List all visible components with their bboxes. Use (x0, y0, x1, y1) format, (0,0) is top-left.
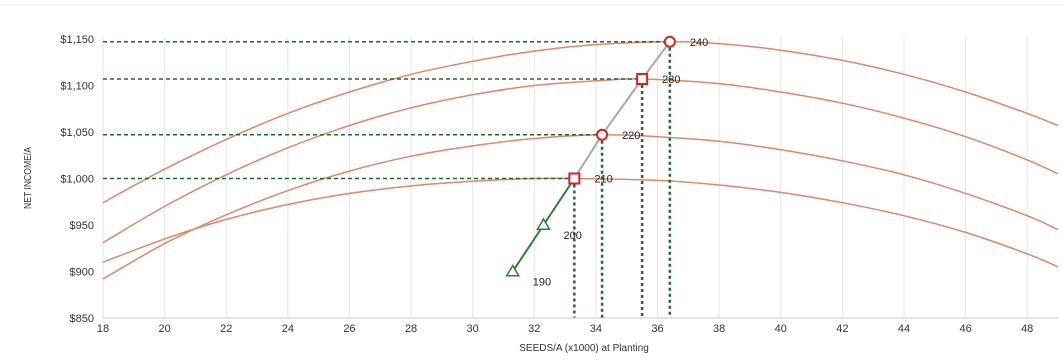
optimum-markers: 190 200 210 220 230 240 (505, 35, 708, 289)
x-tick-label: 42 (836, 323, 848, 335)
axes: 18 20 22 24 26 28 30 32 34 36 38 40 42 44 46 48 $850 $900… (60, 34, 1058, 335)
y-tick-label: $1,000 (60, 174, 94, 186)
x-tick-label: 32 (528, 323, 540, 335)
x-tick-label: 20 (158, 323, 170, 335)
y-tick-label: $1,050 (60, 127, 94, 139)
x-tick-label: 36 (651, 323, 663, 335)
x-axis-title: SEEDS/A (x1000) at Planting (519, 343, 649, 354)
x-tick-label: 28 (405, 323, 417, 335)
response-curve (102, 41, 1059, 204)
circle-marker (663, 35, 676, 48)
x-tick-label: 44 (898, 323, 910, 335)
optimum-path-segment (641, 41, 671, 80)
point-label: 210 (594, 174, 612, 186)
x-tick-label: 30 (467, 323, 479, 335)
x-tick-label: 38 (713, 323, 725, 335)
triangle-marker (536, 217, 551, 230)
response-curves (102, 41, 1059, 280)
x-tick-label: 46 (959, 323, 971, 335)
circle-marker (596, 128, 609, 141)
x-tick-label: 22 (220, 323, 232, 335)
point-label: 220 (622, 130, 640, 142)
x-tick-label: 24 (282, 323, 294, 335)
response-curve (102, 177, 1059, 268)
square-marker (568, 172, 581, 185)
x-tick-label: 18 (97, 323, 109, 335)
optimum-path-segment (542, 177, 576, 226)
y-tick-label: $900 (70, 267, 94, 279)
optimum-path (511, 41, 671, 273)
y-tick-label: $1,100 (60, 81, 94, 93)
point-label: 240 (690, 37, 708, 49)
optimum-path-segment (511, 224, 545, 273)
optimum-path-segment (601, 78, 643, 136)
optimum-guides (103, 41, 672, 318)
y-tick-label: $850 (70, 313, 94, 325)
x-tick-label: 40 (775, 323, 787, 335)
x-tick-label: 34 (590, 323, 602, 335)
y-tick-label: $950 (70, 220, 94, 232)
x-tick-label: 26 (343, 323, 355, 335)
y-axis-title: NET INCOME/A (23, 147, 34, 209)
x-tick-label: 48 (1021, 323, 1033, 335)
square-marker (636, 72, 649, 85)
optimum-path-segment (573, 134, 603, 180)
y-tick-label: $1,150 (60, 34, 94, 46)
response-curve (102, 134, 1059, 280)
triangle-marker (505, 264, 521, 277)
point-label: 230 (662, 74, 680, 86)
point-label: 190 (533, 277, 551, 289)
response-curve (102, 78, 1059, 244)
point-label: 200 (564, 230, 582, 242)
